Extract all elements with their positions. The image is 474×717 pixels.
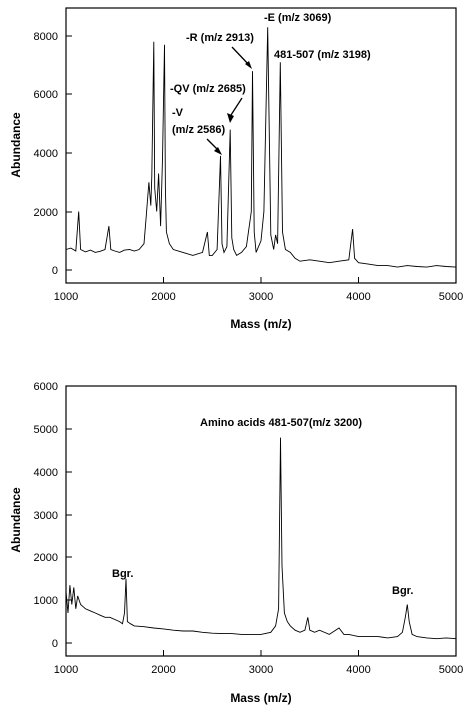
bottom-y-tick-label: 3000	[34, 510, 58, 522]
annotation-amino-acids: Amino acids 481-507(m/z 3200)	[200, 417, 362, 429]
arrow-qv-line	[230, 97, 243, 116]
top-x-axis-title: Mass (m/z)	[230, 317, 291, 331]
bottom-y-tick-label: 4000	[34, 467, 58, 479]
top-x-ticks	[65, 277, 457, 283]
bottom-x-ticks	[65, 650, 457, 656]
top-y-axis-title: Abundance	[9, 112, 23, 178]
top-y-ticks	[66, 35, 72, 271]
annotation-qv: -QV (m/z 2685)	[170, 83, 246, 95]
bottom-x-tick-label: 4000	[346, 664, 370, 676]
bottom-y-axis-title: Abundance	[9, 487, 23, 553]
bottom-x-tick-label: 5000	[439, 664, 463, 676]
bottom-annotations: Amino acids 481-507(m/z 3200) Bgr. Bgr.	[112, 417, 413, 597]
bottom-y-tick-label: 6000	[34, 381, 58, 393]
bottom-y-tick-label: 1000	[34, 595, 58, 607]
top-x-tick-label: 3000	[249, 291, 273, 303]
top-y-tick-label: 2000	[34, 207, 58, 219]
arrow-r-head	[245, 61, 252, 69]
bottom-x-axis-title: Mass (m/z)	[230, 691, 291, 705]
annotation-bgr-right: Bgr.	[392, 585, 413, 597]
bottom-y-tick-label: 0	[52, 638, 58, 650]
annotation-v: -V	[172, 107, 184, 119]
bottom-y-tick-label: 5000	[34, 424, 58, 436]
annotation-bgr-left: Bgr.	[112, 568, 133, 580]
top-spectrum-line	[65, 27, 457, 268]
bottom-x-tick-label: 2000	[151, 664, 175, 676]
top-x-tick-label: 2000	[151, 291, 175, 303]
top-y-tick-labels: 0 2000 4000 6000 8000	[34, 31, 58, 277]
top-y-tick-label: 0	[52, 265, 58, 277]
bottom-x-tick-label: 1000	[54, 664, 78, 676]
annotation-481-507: 481-507 (m/z 3198)	[274, 49, 371, 61]
top-y-tick-label: 4000	[34, 148, 58, 160]
bottom-spectrum-chart: 0 1000 2000 3000 4000 5000 6000 1000 200…	[9, 381, 463, 705]
top-annotations: -E (m/z 3069) -R (m/z 2913) 481-507 (m/z…	[170, 12, 371, 155]
annotation-e: -E (m/z 3069)	[264, 12, 332, 24]
bottom-y-tick-label: 2000	[34, 552, 58, 564]
annotation-r: -R (m/z 2913)	[186, 32, 254, 44]
arrow-qv-head	[227, 113, 234, 123]
bottom-x-tick-labels: 1000 2000 3000 4000 5000	[54, 664, 463, 676]
annotation-v-mz: (m/z 2586)	[172, 124, 226, 136]
top-x-tick-label: 1000	[54, 291, 78, 303]
bottom-y-tick-labels: 0 1000 2000 3000 4000 5000 6000	[34, 381, 58, 650]
top-y-tick-label: 6000	[34, 89, 58, 101]
bottom-spectrum-line	[65, 437, 457, 640]
top-x-tick-labels: 1000 2000 3000 4000 5000	[54, 291, 463, 303]
arrow-v-head	[214, 147, 222, 155]
bottom-x-tick-label: 3000	[249, 664, 273, 676]
top-x-tick-label: 4000	[346, 291, 370, 303]
top-spectrum-chart: 0 2000 4000 6000 8000 1000 2000 3000 400…	[9, 7, 463, 331]
top-y-tick-label: 8000	[34, 31, 58, 43]
top-x-tick-label: 5000	[439, 291, 463, 303]
